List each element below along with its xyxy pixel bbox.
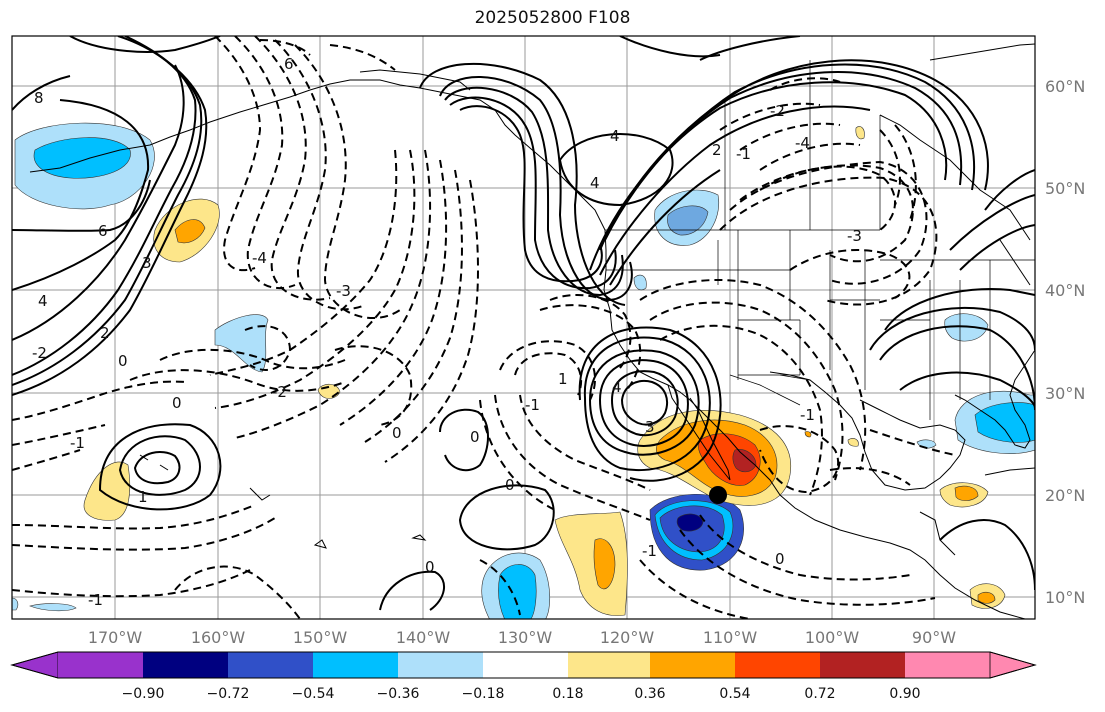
lon-label: 170°W	[88, 628, 143, 647]
lon-label: 160°W	[191, 628, 246, 647]
contour-label: 0	[775, 550, 785, 568]
colorbar-ticks: −0.90 −0.72 −0.54 −0.36 −0.18 0.18 0.36 …	[122, 686, 921, 702]
contour-label: -3	[336, 282, 351, 300]
contour-label: 4	[590, 174, 600, 192]
contour-label: 4	[38, 292, 48, 310]
colorbar-segment	[905, 652, 990, 678]
contour-label: 0	[392, 424, 402, 442]
longitude-labels: 170°W 160°W 150°W 140°W 130°W 120°W 110°…	[88, 628, 956, 647]
contour-label: -2	[272, 383, 287, 401]
colorbar-high-extend	[989, 651, 1037, 679]
contour-label: -1	[525, 396, 540, 414]
contour-label: 4	[610, 127, 620, 145]
contour-label: 1	[558, 370, 568, 388]
colorbar-tick: 0.18	[552, 686, 583, 702]
coastlines	[29, 43, 1035, 619]
colorbar-segment	[650, 652, 735, 678]
lat-label: 10°N	[1045, 588, 1085, 607]
contour-label: -1	[800, 406, 815, 424]
colorbar-low-extend	[10, 651, 59, 679]
colorbar-segment	[568, 652, 650, 678]
lon-label: 100°W	[805, 628, 860, 647]
colorbar-segment	[143, 652, 228, 678]
contour-label: 0	[172, 394, 182, 412]
contour-label: -1	[88, 591, 103, 609]
colorbar-tick: 0.54	[719, 686, 750, 702]
contour-label: -4	[795, 134, 810, 152]
lon-label: 90°W	[912, 628, 956, 647]
colorbar-segment	[228, 652, 313, 678]
colorbar-tick: 0.36	[634, 686, 665, 702]
contour-label: 8	[34, 89, 44, 107]
colorbar-tick: 0.90	[889, 686, 920, 702]
lon-label: 140°W	[396, 628, 451, 647]
contour-label: -2	[32, 344, 47, 362]
contour-label: -3	[847, 227, 862, 245]
contour-label: 0	[425, 558, 435, 576]
lat-label: 40°N	[1045, 281, 1085, 300]
lat-label: 30°N	[1045, 384, 1085, 403]
contour-label: -4	[252, 249, 267, 267]
lat-label: 60°N	[1045, 77, 1085, 96]
dashed-contours	[12, 36, 956, 619]
contour-label: -1	[70, 434, 85, 452]
lat-label: 50°N	[1045, 179, 1085, 198]
colorbar-segment	[483, 652, 568, 678]
colorbar-segment	[398, 652, 483, 678]
colorbar	[10, 651, 1037, 679]
contour-label: -1	[736, 145, 751, 163]
latitude-labels: 60°N 50°N 40°N 30°N 20°N 10°N	[1045, 77, 1085, 607]
contour-label: -2	[770, 102, 785, 120]
colorbar-segment	[735, 652, 820, 678]
contour-label: 6	[98, 222, 108, 240]
colorbar-tick: −0.54	[292, 686, 335, 702]
contour-label: 3	[645, 418, 655, 436]
lat-label: 20°N	[1045, 486, 1085, 505]
contour-label: 1	[138, 488, 148, 506]
solid-contours	[12, 36, 1035, 611]
contour-label: 2	[712, 141, 722, 159]
colorbar-segment	[313, 652, 398, 678]
contour-label: 0	[470, 428, 480, 446]
contour-label: 2	[100, 324, 110, 342]
colorbar-outline	[10, 651, 1037, 679]
lon-label: 120°W	[600, 628, 655, 647]
lon-label: 150°W	[293, 628, 348, 647]
colorbar-tick: −0.72	[207, 686, 250, 702]
colorbar-tick: −0.18	[462, 686, 505, 702]
contour-label: 4	[612, 378, 622, 396]
colorbar-tick: −0.36	[377, 686, 420, 702]
contour-label: 3	[142, 254, 152, 272]
contour-label: 6	[284, 55, 294, 73]
lon-label: 110°W	[703, 628, 758, 647]
shaded-anomalies	[12, 122, 1035, 619]
contour-labels: 6 4 2 -2 -3 -4 8 6 3 4 -4 -2 0 1 -1 0 4 …	[32, 55, 862, 609]
lon-label: 130°W	[498, 628, 553, 647]
colorbar-segment	[820, 652, 905, 678]
map-frame	[11, 35, 1036, 620]
contour-label: 0	[118, 352, 128, 370]
location-marker	[709, 486, 727, 504]
colorbar-tick: 0.72	[804, 686, 835, 702]
map-title: 2025052800 F108	[474, 8, 631, 28]
contour-label: 0	[505, 476, 515, 494]
colorbar-tick: −0.90	[122, 686, 165, 702]
contour-label: -1	[642, 542, 657, 560]
colorbar-segment	[58, 652, 144, 678]
